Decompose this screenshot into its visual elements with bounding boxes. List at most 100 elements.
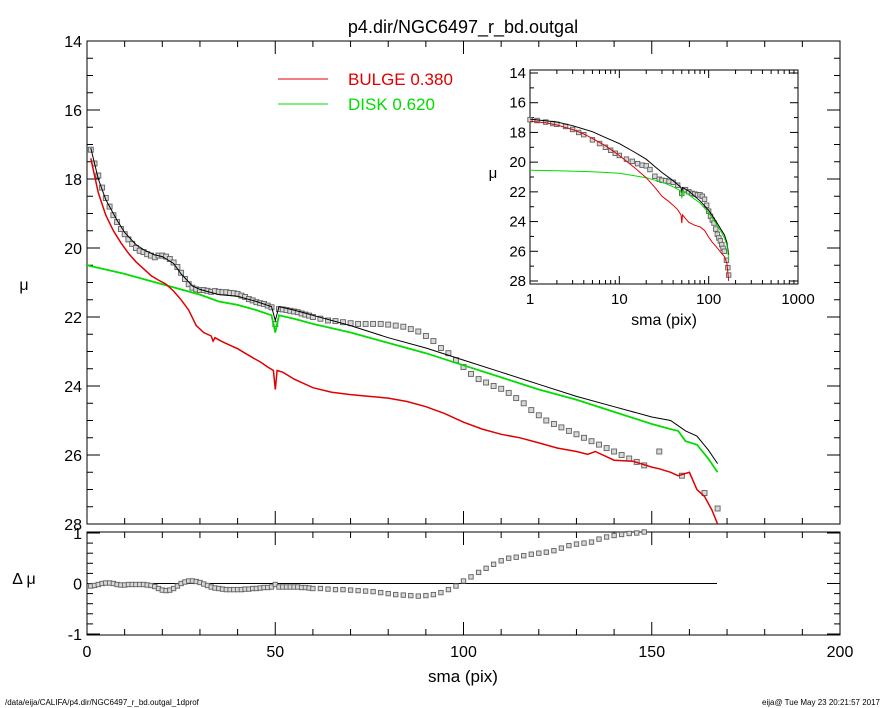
residual-point-86 xyxy=(513,554,519,560)
inset-total-model-line xyxy=(529,118,730,256)
main-data-point-70 xyxy=(392,322,399,329)
main-axis-ticks: 14 16 18 20 22 24 26 28 xyxy=(64,34,841,534)
main-data-point-60 xyxy=(317,315,324,322)
main-data-point-69 xyxy=(385,321,392,328)
res-y-tick-label-1: 0 xyxy=(73,577,82,594)
legend-label-0: BULGE 0.380 xyxy=(348,70,453,89)
inset-y-tick-label-1: 16 xyxy=(509,95,526,112)
main-data-point-92 xyxy=(558,424,565,431)
inset-y-tick-label-2: 18 xyxy=(509,124,526,141)
inset-data-point-16 xyxy=(629,158,636,165)
main-data-point-96 xyxy=(588,438,595,445)
inset-y-tick-label-3: 20 xyxy=(509,154,526,171)
main-y-tick-label-4: 22 xyxy=(64,310,82,327)
residual-point-98 xyxy=(603,534,610,540)
legend-label-1: DISK 0.620 xyxy=(348,95,435,114)
main-data-point-90 xyxy=(543,417,550,424)
main-y-axis-label: μ xyxy=(19,277,28,294)
residual-point-91 xyxy=(551,548,557,554)
footer-file-path: /data/eija/CALIFA/p4.dir/NGC6497_r_bd.ou… xyxy=(5,698,200,707)
residual-point-81 xyxy=(475,569,482,576)
inset-series-layer xyxy=(527,117,732,282)
main-data-point-82 xyxy=(483,379,490,386)
main-y-tick-label-1: 16 xyxy=(64,103,82,120)
main-data-point-75 xyxy=(430,338,437,345)
residual-point-59 xyxy=(310,585,316,592)
main-data-point-59 xyxy=(309,314,316,320)
main-data-point-24 xyxy=(178,269,185,276)
inset-y-tick-label-6: 26 xyxy=(509,243,526,260)
inset-x-tick-label-1: 10 xyxy=(611,291,628,308)
residual-y-axis-label: Δ μ xyxy=(12,571,35,588)
residual-point-77 xyxy=(445,586,452,593)
residual-point-87 xyxy=(521,553,527,559)
residual-point-62 xyxy=(332,586,339,593)
residual-point-65 xyxy=(355,587,361,594)
residual-point-96 xyxy=(588,539,595,545)
inset-data-point-42 xyxy=(713,226,719,232)
main-data-point-83 xyxy=(490,383,497,389)
footer-timestamp: eija@ Tue May 23 20:21:57 2017 xyxy=(762,698,881,707)
inset-background xyxy=(530,70,798,284)
inset-x-axis-label: sma (pix) xyxy=(631,312,697,329)
inset-data-point-19 xyxy=(643,163,649,169)
chart-title: p4.dir/NGC6497_r_bd.outgal xyxy=(348,17,578,38)
residual-point-83 xyxy=(490,561,497,567)
main-y-tick-label-6: 26 xyxy=(64,448,82,465)
res-y-tick-label-2: 1 xyxy=(73,526,82,543)
residual-point-79 xyxy=(460,578,467,584)
main-data-point-68 xyxy=(377,320,384,327)
main-y-tick-label-5: 24 xyxy=(64,379,82,396)
main-data-point-91 xyxy=(550,421,557,427)
residual-point-85 xyxy=(506,555,512,561)
main-data-point-94 xyxy=(573,431,580,438)
residual-point-68 xyxy=(378,589,384,596)
inset-y-axis-label: μ xyxy=(489,165,498,182)
main-bulge-line xyxy=(90,158,719,525)
residual-point-71 xyxy=(400,592,406,598)
inset-y-tick-label-7: 28 xyxy=(509,273,526,290)
main-data-point-86 xyxy=(513,395,520,402)
inset-data-point-17 xyxy=(634,160,641,167)
residual-point-72 xyxy=(408,592,414,599)
main-series-layer xyxy=(86,146,721,525)
main-data-point-98 xyxy=(603,445,610,452)
x-tick-label-3: 150 xyxy=(638,644,665,661)
residual-point-61 xyxy=(325,586,331,592)
inset-panel: μ sma (pix) 14 16 18 20 22 24 26 281 10 100 1000 xyxy=(489,65,815,329)
residual-point-102 xyxy=(634,530,640,536)
main-disk-line xyxy=(86,264,719,473)
residual-point-69 xyxy=(385,590,391,597)
main-data-point-63 xyxy=(340,319,346,326)
residual-point-63 xyxy=(340,586,346,593)
residual-point-88 xyxy=(528,551,534,557)
inset-data-point-36 xyxy=(701,196,708,202)
residual-point-89 xyxy=(536,550,542,556)
residual-point-93 xyxy=(566,542,572,549)
inset-data-point-12 xyxy=(607,147,614,153)
main-data-point-89 xyxy=(535,412,542,419)
residual-point-101 xyxy=(626,530,632,537)
main-data-point-97 xyxy=(596,441,602,448)
main-data-point-84 xyxy=(498,385,505,392)
main-data-point-80 xyxy=(468,370,474,377)
residual-point-100 xyxy=(618,531,625,538)
main-data-point-95 xyxy=(581,434,587,441)
legend: BULGE 0.380 DISK 0.620 xyxy=(278,70,453,114)
main-data-point-104 xyxy=(656,448,663,455)
inset-x-tick-label-2: 100 xyxy=(696,291,721,308)
main-data-point-93 xyxy=(565,427,572,434)
residual-point-90 xyxy=(543,549,549,555)
main-data-point-85 xyxy=(505,389,512,396)
residual-point-60 xyxy=(317,585,324,592)
residual-x-axis-label: sma (pix) xyxy=(428,667,498,686)
x-tick-label-1: 50 xyxy=(266,644,284,661)
main-y-tick-label-7: 28 xyxy=(64,517,82,534)
inset-data-point-2 xyxy=(543,119,549,125)
x-tick-label-4: 200 xyxy=(827,644,854,661)
residual-point-75 xyxy=(430,591,437,598)
inset-bulge-line xyxy=(529,120,730,282)
